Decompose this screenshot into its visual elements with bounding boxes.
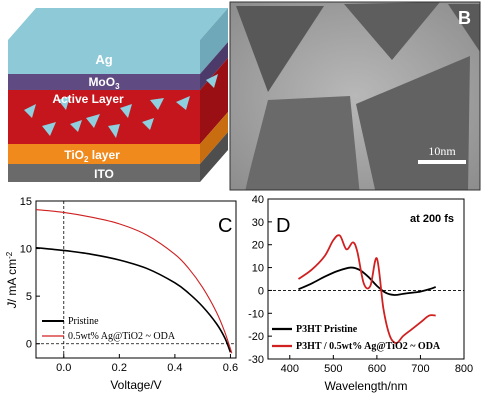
moo3-label: MoO3 <box>88 75 120 91</box>
panel-letter-b: B <box>458 8 471 28</box>
scale-bar <box>418 160 466 164</box>
legend-c: Pristine 0.5wt% Ag@TiO2 ~ ODA <box>42 316 176 342</box>
x-tick-label: 0.0 <box>56 362 71 374</box>
y-tick-label: 5 <box>26 291 32 303</box>
ito-label: ITO <box>94 167 114 181</box>
y-tick-label: 0 <box>258 285 264 297</box>
nanoprism-top-right <box>448 4 480 52</box>
nanoprism-lower-left <box>245 96 360 190</box>
nanoparticle <box>120 104 132 118</box>
nanoparticle <box>176 96 190 110</box>
moo3-layer <box>8 74 200 90</box>
panel-c: 0.0 0.2 0.4 0.6 0 5 10 15 C Voltage/V J/ mA cm… <box>5 196 238 392</box>
moo3-label-sub: 3 <box>115 82 120 91</box>
y-tick-label: 15 <box>20 196 32 208</box>
active-side-face <box>200 58 228 144</box>
series-c <box>35 209 233 354</box>
nanoparticles <box>24 74 218 138</box>
x-tick-label: 500 <box>324 363 342 375</box>
y-tick-label: -10 <box>248 308 264 320</box>
x-tick-label: 700 <box>411 363 429 375</box>
nanoparticle <box>150 98 164 110</box>
tem-frame <box>229 1 481 191</box>
panel-letter-c: C <box>218 215 232 237</box>
nanoprism-right <box>356 56 470 190</box>
nanoparticle <box>24 104 36 118</box>
series-line-2 <box>35 209 233 354</box>
tio2-label-rest: layer <box>88 148 120 162</box>
x-axis-label-c: Voltage/V <box>110 378 161 392</box>
legend-label: P3HT / 0.5wt% Ag@TiO2 ~ ODA <box>296 341 441 352</box>
nanoprism-upper-left <box>236 6 324 92</box>
scale-bar-label: 10nm <box>428 144 456 158</box>
nanoparticle <box>108 124 120 138</box>
series-line-1 <box>35 246 232 353</box>
legend-label: P3HT Pristine <box>296 324 358 335</box>
y-tick-label: 10 <box>252 263 264 275</box>
nanoparticle <box>70 120 82 132</box>
y-axis-label-c: J/ mA cm-2 <box>5 251 19 309</box>
x-ticks-d: 400 500 600 700 800 <box>281 355 473 375</box>
time-delay-annotation: at 200 fs <box>410 213 454 225</box>
nanoparticle <box>142 118 154 130</box>
series-line-2 <box>297 234 436 344</box>
y-axis-label-c-unit: / mA cm <box>5 259 19 302</box>
nanoparticle <box>206 74 218 88</box>
tio2-layer <box>8 144 200 164</box>
y-tick-label: -20 <box>248 331 264 343</box>
panel-d: 400 500 600 700 800 -30 -20 -10 0 10 20 30 40 D at … <box>248 194 473 393</box>
active-layer-label: Active Layer <box>52 92 124 106</box>
ito-layer <box>8 164 200 182</box>
moo3-side-face <box>200 42 228 90</box>
y-tick-label: 30 <box>252 217 264 229</box>
plot-frame-d <box>267 198 465 360</box>
series-line-1 <box>298 266 436 296</box>
ag-layer <box>8 40 200 74</box>
y-tick-label: 20 <box>252 240 264 252</box>
y-tick-label: 40 <box>252 194 264 206</box>
nanoparticle <box>42 122 56 136</box>
panel-b: B 10nm <box>229 1 481 191</box>
x-ticks-c: 0.0 0.2 0.4 0.6 <box>56 354 238 374</box>
tio2-side-face <box>200 112 228 164</box>
legend-d: P3HT Pristine P3HT / 0.5wt% Ag@TiO2 ~ OD… <box>272 324 441 352</box>
x-tick-label: 0.2 <box>112 362 127 374</box>
panel-a: A Ag MoO3 Active Layer TiO2 layer ITO <box>8 6 228 182</box>
ag-side-face <box>200 8 228 74</box>
plot-frame-c <box>35 200 237 359</box>
legend-label: 0.5wt% Ag@TiO2 ~ ODA <box>68 331 176 342</box>
panel-letter-a: A <box>10 6 23 26</box>
series-d <box>297 234 436 344</box>
x-tick-label: 0.6 <box>223 362 238 374</box>
y-tick-label: 0 <box>26 339 32 351</box>
x-tick-label: 0.4 <box>167 362 182 374</box>
y-axis-label-c-var: J <box>5 301 19 309</box>
x-axis-label-d: Wavelength/nm <box>325 379 408 393</box>
ag-top-face <box>8 8 228 40</box>
y-axis-label-c-sup: -2 <box>5 251 14 259</box>
moo3-label-base: MoO <box>88 75 115 89</box>
panel-letter-d: D <box>276 215 290 237</box>
y-tick-label: -30 <box>248 354 264 366</box>
nanoparticle <box>58 96 70 110</box>
y-ticks-d: -30 -20 -10 0 10 20 30 40 <box>248 194 272 366</box>
ito-side-face <box>200 132 228 182</box>
ag-label: Ag <box>95 52 112 67</box>
x-tick-label: 400 <box>281 363 299 375</box>
nanoprism-top-center <box>344 2 440 60</box>
tio2-label-base: TiO <box>64 148 84 162</box>
y-ticks-c: 0 5 10 15 <box>20 196 40 351</box>
y-tick-label: 10 <box>20 244 32 256</box>
active-layer <box>8 90 200 144</box>
nanoparticle <box>86 114 100 128</box>
x-tick-label: 600 <box>368 363 386 375</box>
tio2-label: TiO2 layer <box>64 148 120 164</box>
legend-label: Pristine <box>68 316 99 327</box>
x-tick-label: 800 <box>455 363 473 375</box>
tio2-label-sub: 2 <box>84 155 89 164</box>
